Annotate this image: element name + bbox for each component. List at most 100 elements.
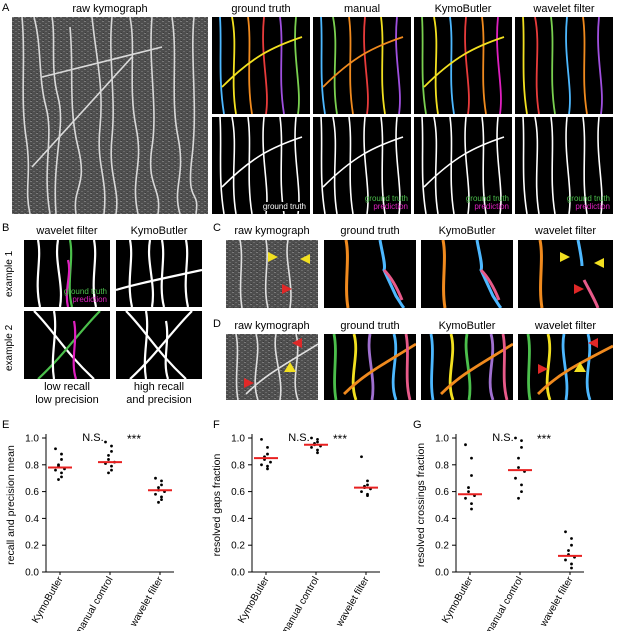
chart-e-data-point xyxy=(157,486,160,489)
panel-letter-d: D xyxy=(213,318,221,330)
chart-g-data-point xyxy=(567,549,570,552)
legend-pred-wavelet: prediction xyxy=(575,202,610,211)
panel-a-manual-color xyxy=(313,17,411,114)
panel-d-ground-truth xyxy=(324,334,416,400)
panel-b-ex1-wavelet: ground truth prediction xyxy=(24,240,110,307)
legend-gt-wavelet: ground truth xyxy=(566,194,610,203)
panel-d-title-wavelet: wavelet filter xyxy=(534,320,597,332)
traces-white-3 xyxy=(421,117,505,214)
chart-g-data-point xyxy=(470,456,473,460)
chart-f-data-point xyxy=(266,452,269,456)
chart-f-data-point xyxy=(316,440,319,444)
chart-g-data-point xyxy=(517,456,520,460)
chart-g-ylabel: resolved crossings fraction xyxy=(415,443,427,567)
panel-b-ex2-kymobutler xyxy=(116,311,202,379)
panel-b-caption-left-2: low precision xyxy=(35,394,99,406)
chart-e-ytick-label: 0.4 xyxy=(25,514,39,525)
chart-g-data-point xyxy=(514,476,517,480)
chart-e-data-point xyxy=(160,479,163,483)
panel-b-row-example-1: example 1 xyxy=(4,250,15,297)
chart-f-data-point xyxy=(360,455,363,459)
chart-e-ylabel: recall and precision mean xyxy=(5,445,17,565)
chart-g-ytick-label: 0.4 xyxy=(435,514,449,525)
chart-f-data-point xyxy=(310,445,313,449)
panel-c-raw-svg xyxy=(226,240,318,308)
panel-a-title-kymobutler: KymoButler xyxy=(434,3,492,15)
chart-e-xtick-label: wavelet filter xyxy=(128,574,166,629)
chart-f-ytick-label: 0.6 xyxy=(231,487,245,498)
panel-d-wavelet-svg xyxy=(526,334,613,400)
chart-f-ylabel: resolved gaps fraction xyxy=(211,453,223,556)
panel-b-ex2-wavelet xyxy=(24,311,110,379)
chart-g-data-point xyxy=(467,486,470,489)
chart-e-xtick-label: KymoButler xyxy=(30,574,66,625)
chart-f-data-point xyxy=(366,494,369,498)
panel-a-title-manual: manual xyxy=(343,3,381,15)
legend-pred-manual: prediction xyxy=(373,202,408,211)
panel-c-kymobutler-svg xyxy=(441,240,503,308)
panel-b-legend-pred: prediction xyxy=(72,295,107,304)
panel-a-title-wavelet: wavelet filter xyxy=(533,3,595,15)
panel-b-caption-right-1: high recall xyxy=(133,381,185,393)
chart-g-data-point xyxy=(570,537,573,540)
chart-f-sig-stars: *** xyxy=(333,432,347,446)
chart-e-data-point xyxy=(154,492,157,496)
chart-f-ytick-label: 1.0 xyxy=(231,434,245,445)
chart-g-data-point xyxy=(514,436,517,440)
panel-c-title-wavelet: wavelet filter xyxy=(534,225,597,237)
chart-f: 0.0 0.2 0.4 0.6 0.8 1.0 resolved gaps fraction… xyxy=(206,420,411,636)
chart-g-data-point xyxy=(470,502,473,506)
panel-a-wavelet-color xyxy=(515,17,613,114)
panel-a-wavelet-white: ground truth prediction xyxy=(515,117,613,214)
panel-c-wavelet xyxy=(518,240,613,308)
panel-d-title-kymobutler: KymoButler xyxy=(438,320,496,332)
legend-gt-kymobutler: ground truth xyxy=(465,194,509,203)
chart-e-data-point xyxy=(107,454,110,457)
panel-d-title-raw: raw kymograph xyxy=(234,320,310,332)
panel-c-title-raw: raw kymograph xyxy=(234,225,310,237)
chart-e-data-point xyxy=(104,440,107,444)
panel-b-ex2-wavelet-svg xyxy=(33,311,101,379)
chart-f-ytick-label: 0.8 xyxy=(231,460,245,471)
chart-g-data-point xyxy=(570,566,573,570)
chart-f-xtick-label: wavelet filter xyxy=(334,574,372,629)
chart-g-data-point xyxy=(570,562,573,566)
chart-e-svg: 0.0 0.2 0.4 0.6 0.8 1.0 recall and precision m… xyxy=(5,432,174,636)
raw-kymograph-svg xyxy=(12,17,208,214)
chart-g-data-point xyxy=(464,496,467,500)
panel-d-gt-svg xyxy=(332,334,416,400)
panel-c-title-ground-truth: ground truth xyxy=(340,225,400,237)
panel-b-row-example-2: example 2 xyxy=(4,324,15,371)
chart-f-sig-ns: N.S. xyxy=(288,432,309,444)
traces-color-3 xyxy=(421,17,505,114)
chart-e-data-point xyxy=(107,458,110,461)
chart-e-data-point xyxy=(157,500,160,504)
chart-e-data-point xyxy=(57,478,60,481)
panel-b-caption-left-1: low recall xyxy=(44,381,90,393)
panel-c-wavelet-svg xyxy=(538,240,604,308)
chart-f-ytick-label: 0.0 xyxy=(231,568,245,579)
chart-e-ytick-label: 0.8 xyxy=(25,460,39,471)
chart-e-data-point xyxy=(110,468,113,472)
panel-b-caption-right-2: and precision xyxy=(126,394,192,406)
panel-b-ex1-kymobutler-svg xyxy=(116,240,202,307)
chart-e-sig-ns: N.S. xyxy=(82,432,103,444)
chart-e-data-point xyxy=(54,447,57,451)
chart-e-data-point xyxy=(60,458,63,461)
chart-g: 0.0 0.2 0.4 0.6 0.8 1.0 resolved crossings fra… xyxy=(410,420,617,636)
panel-d-kymobutler xyxy=(421,334,513,400)
chart-f-data-point xyxy=(260,437,263,441)
chart-f-xtick-label: manual control xyxy=(279,575,321,631)
chart-e-ytick-label: 1.0 xyxy=(25,434,39,445)
chart-g-svg: 0.0 0.2 0.4 0.6 0.8 1.0 resolved crossings fra… xyxy=(415,432,584,636)
chart-g-data-point xyxy=(520,483,523,487)
chart-g-xtick-label: wavelet filter xyxy=(538,574,576,629)
chart-e-data-point xyxy=(110,450,113,453)
traces-color-1 xyxy=(219,17,303,114)
chart-f-data-point xyxy=(316,437,319,441)
chart-g-data-point xyxy=(520,445,523,449)
panel-a-ground-truth-color xyxy=(212,17,310,114)
chart-g-xtick-label: KymoButler xyxy=(440,574,476,625)
chart-e-data-point xyxy=(160,483,163,487)
panel-a-title-raw: raw kymograph xyxy=(72,3,148,15)
